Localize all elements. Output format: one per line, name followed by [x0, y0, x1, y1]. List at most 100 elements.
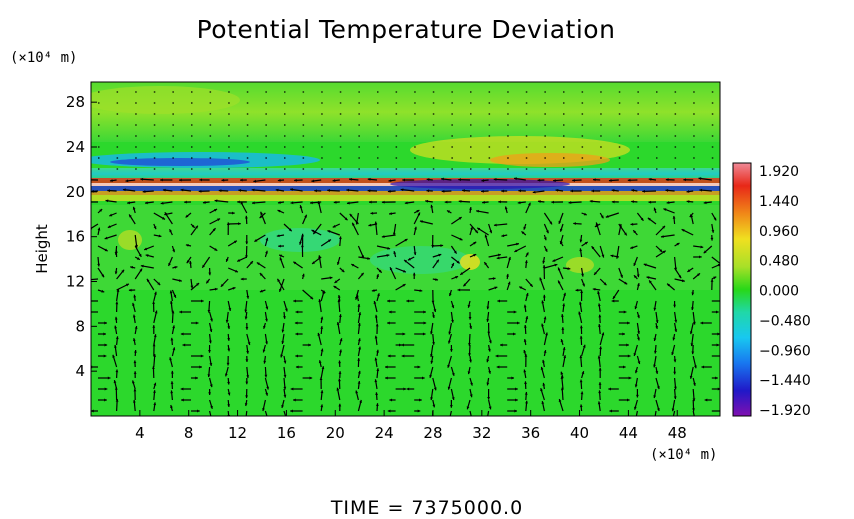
x-tick-label: 8: [184, 424, 194, 442]
velocity-arrow: [612, 289, 620, 300]
velocity-arrow: [711, 223, 715, 233]
velocity-arrow: [185, 212, 192, 218]
velocity-arrow: [692, 355, 697, 369]
velocity-arrow: [618, 398, 630, 402]
velocity-arrow: [281, 333, 285, 345]
velocity-arrow: [525, 252, 529, 258]
x-tick-label: 32: [472, 424, 491, 442]
velocity-arrow: [691, 300, 694, 311]
velocity-arrow: [114, 325, 118, 335]
velocity-arrow: [132, 314, 136, 324]
velocity-arrow: [98, 332, 106, 336]
velocity-arrow: [346, 188, 359, 192]
velocity-arrow: [338, 378, 341, 390]
velocity-arrow: [283, 377, 287, 390]
velocity-arrow: [581, 267, 584, 277]
velocity-arrow: [357, 272, 365, 280]
velocity-arrow: [441, 177, 452, 181]
velocity-arrow: [674, 278, 685, 283]
velocity-arrow: [647, 217, 657, 225]
velocity-arrow: [507, 398, 518, 402]
velocity-arrow: [692, 399, 695, 412]
velocity-arrow: [207, 366, 211, 378]
velocity-arrow: [262, 399, 266, 412]
velocity-arrow: [487, 344, 491, 352]
velocity-arrow: [414, 321, 427, 325]
x-tick-label: 20: [326, 424, 345, 442]
velocity-arrow: [671, 344, 676, 356]
velocity-arrow: [132, 302, 136, 313]
velocity-arrow: [134, 245, 142, 258]
velocity-arrow: [611, 189, 619, 192]
velocity-arrow: [227, 322, 231, 330]
velocity-arrow: [259, 289, 266, 293]
velocity-arrow: [430, 322, 434, 335]
velocity-arrow: [244, 399, 248, 407]
velocity-arrow: [711, 212, 717, 221]
velocity-arrow: [169, 229, 173, 236]
velocity-arrow: [374, 357, 378, 368]
velocity-arrow: [486, 311, 490, 322]
velocity-arrow: [142, 190, 154, 194]
velocity-arrow: [179, 178, 192, 182]
velocity-arrow: [579, 335, 583, 346]
velocity-arrow: [557, 280, 564, 291]
velocity-arrow: [264, 311, 268, 322]
velocity-arrow: [488, 223, 493, 234]
velocity-arrow: [332, 223, 341, 228]
velocity-arrow: [414, 310, 426, 314]
velocity-arrow: [225, 256, 229, 263]
velocity-arrow: [336, 256, 341, 266]
velocity-arrow: [294, 178, 303, 182]
velocity-arrow: [579, 355, 583, 368]
velocity-arrow: [98, 343, 108, 347]
warm-patch-left: [91, 86, 240, 114]
velocity-arrow: [389, 398, 396, 402]
velocity-arrow: [673, 366, 677, 375]
velocity-arrow: [245, 388, 249, 399]
velocity-arrow: [318, 360, 322, 368]
velocity-arrow: [643, 263, 657, 269]
velocity-arrow: [401, 343, 415, 347]
velocity-arrow: [245, 410, 248, 416]
velocity-arrow: [338, 314, 342, 324]
y-tick-label: 16: [66, 228, 85, 246]
velocity-arrow: [251, 201, 266, 205]
velocity-arrow: [432, 300, 437, 313]
velocity-arrow: [152, 301, 156, 313]
velocity-arrow: [191, 409, 200, 413]
velocity-arrow: [208, 388, 212, 396]
velocity-arrow: [689, 366, 694, 379]
velocity-arrow: [209, 377, 213, 388]
velocity-arrow: [302, 214, 308, 225]
velocity-arrow: [227, 267, 239, 273]
velocity-arrow: [711, 263, 720, 269]
velocity-arrow: [318, 299, 322, 313]
velocity-arrow: [674, 311, 678, 323]
velocity-arrow: [153, 223, 157, 230]
warm-patch-right-core: [490, 153, 610, 167]
velocity-arrow: [293, 299, 303, 303]
velocity-arrow: [496, 365, 508, 369]
x-axis: 4 8 12 16 20 24 28 32 36 40 44 48: [135, 410, 687, 442]
velocity-arrow: [507, 321, 520, 325]
velocity-arrow: [208, 333, 212, 344]
velocity-arrow: [466, 399, 471, 410]
velocity-arrow: [153, 390, 156, 401]
velocity-arrow: [555, 188, 564, 192]
velocity-arrow: [116, 269, 125, 280]
velocity-arrow: [653, 207, 657, 214]
velocity-arrow: [524, 391, 528, 401]
velocity-arrow: [320, 366, 325, 379]
velocity-arrow: [448, 289, 452, 297]
velocity-arrow: [523, 338, 527, 346]
velocity-arrow: [388, 212, 396, 216]
velocity-arrow: [337, 299, 341, 313]
velocity-arrow: [153, 310, 158, 324]
velocity-arrow: [191, 299, 204, 303]
velocity-arrow: [264, 366, 268, 378]
velocity-arrow: [245, 215, 248, 225]
velocity-arrow: [224, 366, 229, 377]
colorbar-scale: [732, 162, 752, 417]
velocity-arrow: [279, 257, 285, 269]
